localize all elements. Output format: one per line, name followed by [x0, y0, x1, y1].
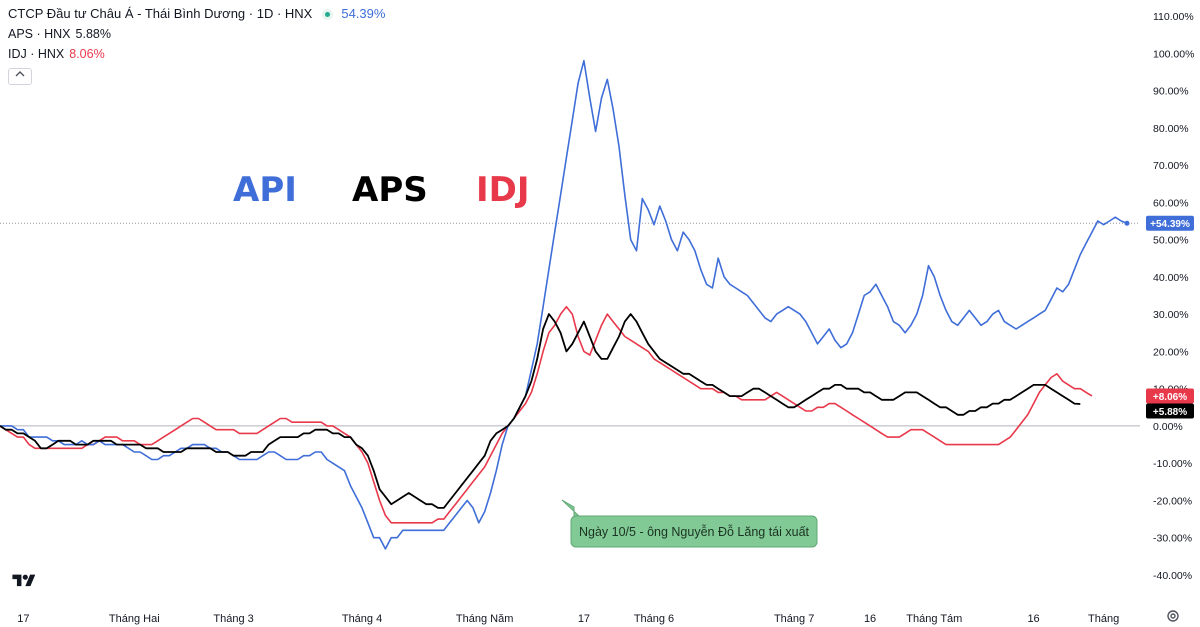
last-value-badge-idj	[1146, 388, 1194, 404]
y-tick-label: -40.00%	[1153, 570, 1192, 582]
x-tick-label: Tháng 4	[342, 613, 382, 625]
legend-idj-value: 8.06%	[69, 47, 105, 61]
y-axis: 110.00% 100.00% 90.00% 80.00% 70.00% 60.00% 50…	[1153, 11, 1194, 582]
series-line-idj	[0, 305, 1093, 524]
chevron-up-icon	[15, 71, 25, 77]
x-tick-label: Tháng Tám	[906, 613, 962, 625]
x-tick-label: Tháng Hai	[109, 613, 160, 625]
overlay-label-aps: APS	[352, 170, 428, 210]
annotation-callout: Ngày 10/5 - ông Nguyễn Đỗ Lăng tái xuất	[561, 499, 818, 548]
x-tick-label: 17	[578, 613, 590, 625]
series-endpoint-api	[1124, 220, 1130, 226]
legend-idj-label: IDJ · HNX	[8, 47, 65, 61]
overlay-label-idj: IDJ	[476, 170, 530, 210]
x-tick-label: Tháng 7	[774, 613, 814, 625]
y-tick-label: 30.00%	[1153, 309, 1189, 321]
last-value-badge-aps	[1146, 403, 1194, 419]
annotation-text: Ngày 10/5 - ông Nguyễn Đỗ Lăng tái xuất	[579, 524, 810, 539]
x-tick-label: 17	[17, 613, 29, 625]
last-value-text-aps: +5.88%	[1153, 407, 1187, 418]
last-value-text-api: +54.39%	[1150, 219, 1190, 230]
x-tick-label: 16	[864, 613, 876, 625]
legend-main-row[interactable]: CTCP Đầu tư Châu Á - Thái Bình Dương · 1…	[8, 4, 385, 24]
y-tick-label: 90.00%	[1153, 86, 1189, 98]
y-tick-label: 110.00%	[1153, 11, 1194, 23]
last-value-text-idj: +8.06%	[1153, 392, 1187, 403]
x-tick-label: Tháng 6	[634, 613, 674, 625]
legend-aps-value: 5.88%	[75, 27, 111, 41]
y-tick-label: 100.00%	[1153, 48, 1194, 60]
legend-aps-row[interactable]: APS · HNX 5.88%	[8, 24, 385, 44]
series-layer	[0, 59, 1130, 550]
y-tick-label: 70.00%	[1153, 160, 1189, 172]
last-value-badges: +54.39% +8.06% +5.88%	[1146, 215, 1194, 419]
tradingview-logo-icon[interactable]	[11, 572, 37, 590]
last-value-badge-api	[1146, 215, 1194, 231]
y-tick-label: 60.00%	[1153, 197, 1189, 209]
y-tick-label: 80.00%	[1153, 123, 1189, 135]
legend-collapse-button[interactable]	[8, 68, 32, 85]
legend-aps-label: APS · HNX	[8, 27, 71, 41]
y-tick-label: 0.00%	[1153, 421, 1183, 433]
series-line-aps	[0, 313, 1081, 509]
overlay-label-api: API	[233, 170, 297, 210]
x-axis: 17 Tháng Hai Tháng 3 Tháng 4 Tháng Năm 17 Thán…	[17, 613, 1119, 625]
x-tick-label: Tháng	[1088, 613, 1119, 625]
y-tick-label: 20.00%	[1153, 346, 1189, 358]
market-status-dot-icon	[322, 9, 334, 21]
x-tick-label: Tháng Năm	[456, 613, 513, 625]
series-line-api	[0, 59, 1128, 550]
legend-main-value: 54.39%	[341, 6, 386, 21]
y-tick-label: -20.00%	[1153, 495, 1192, 507]
x-tick-label: Tháng 3	[213, 613, 253, 625]
x-tick-label: 16	[1027, 613, 1039, 625]
y-tick-label: 40.00%	[1153, 272, 1189, 284]
y-tick-label: 50.00%	[1153, 235, 1189, 247]
legend-main-title: CTCP Đầu tư Châu Á - Thái Bình Dương · 1…	[8, 6, 313, 21]
y-tick-label: -30.00%	[1153, 533, 1192, 545]
chart-legend: CTCP Đầu tư Châu Á - Thái Bình Dương · 1…	[8, 4, 385, 64]
gear-icon[interactable]	[1165, 608, 1181, 624]
legend-idj-row[interactable]: IDJ · HNX 8.06%	[8, 44, 385, 64]
y-tick-label: -10.00%	[1153, 458, 1192, 470]
